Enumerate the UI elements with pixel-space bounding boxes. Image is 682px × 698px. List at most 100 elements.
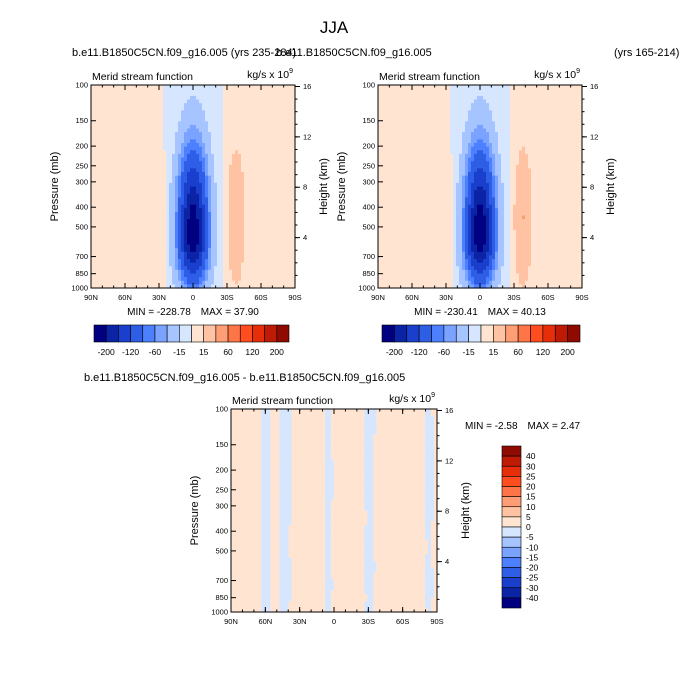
field-cell [163, 266, 167, 271]
field-cell [91, 85, 95, 90]
field-cell [112, 237, 116, 242]
field-cell [247, 124, 251, 130]
field-cell [214, 244, 218, 249]
field-cell [429, 182, 433, 188]
field-cell [411, 237, 415, 242]
field-cell [145, 244, 149, 249]
field-cell [220, 124, 224, 130]
field-cell [217, 190, 221, 195]
field-cell [390, 237, 394, 242]
field-cell [429, 248, 433, 253]
field-cell [387, 128, 391, 133]
field-cell [121, 262, 125, 267]
field-cell [253, 208, 257, 213]
field-cell [181, 99, 185, 104]
field-cell [411, 132, 415, 137]
field-cell [202, 284, 206, 289]
field-cell [417, 266, 421, 271]
field-cell [100, 211, 104, 217]
field-cell [408, 132, 412, 137]
field-cell [112, 95, 116, 101]
field-cell [100, 99, 104, 104]
field-cell [202, 179, 206, 184]
field-cell [256, 114, 260, 119]
field-cell [387, 157, 391, 162]
field-cell [256, 135, 260, 140]
field-cell [378, 259, 382, 264]
field-cell [399, 164, 403, 169]
field-cell [414, 132, 418, 137]
field-cell [112, 132, 116, 137]
field-cell [169, 262, 173, 267]
field-cell [256, 215, 260, 220]
field-cell [274, 280, 278, 285]
field-cell [94, 175, 98, 180]
field-cell [384, 186, 388, 191]
field-cell [124, 164, 128, 169]
field-cell [414, 164, 418, 169]
field-cell [202, 280, 206, 285]
field-cell [202, 103, 206, 108]
field-cell [396, 211, 400, 217]
field-cell [405, 161, 409, 166]
field-cell [157, 92, 161, 97]
field-cell [408, 124, 412, 130]
panel-2-field [378, 85, 583, 289]
field-cell [124, 117, 128, 122]
field-cell [184, 146, 188, 151]
field-cell [124, 121, 128, 126]
field-cell [178, 222, 182, 227]
field-cell [109, 157, 113, 162]
field-cell [145, 240, 149, 246]
field-cell [118, 186, 122, 191]
field-cell [390, 273, 394, 278]
field-cell [232, 186, 236, 191]
field-cell [262, 92, 266, 97]
field-cell [390, 284, 394, 289]
field-cell [97, 132, 101, 137]
field-cell [100, 208, 104, 213]
field-cell [115, 237, 119, 242]
field-cell [181, 88, 185, 93]
field-cell [402, 197, 406, 202]
field-cell [214, 208, 218, 213]
field-cell [91, 248, 95, 253]
field-cell [103, 277, 107, 282]
field-cell [247, 103, 251, 108]
field-cell [127, 204, 131, 209]
field-cell [112, 150, 116, 155]
field-cell [262, 284, 266, 289]
field-cell [280, 233, 284, 238]
field-cell [289, 157, 293, 162]
field-cell [420, 164, 424, 169]
panel-1-max-label: MAX = 37.90 [201, 307, 260, 318]
field-cell [423, 106, 427, 111]
field-cell [172, 135, 176, 140]
field-cell [274, 161, 278, 166]
field-cell [265, 197, 269, 202]
field-cell [238, 211, 242, 217]
field-cell [124, 153, 128, 159]
field-cell [381, 132, 385, 137]
field-cell [420, 215, 424, 220]
height-tick-label: 8 [303, 183, 307, 192]
field-cell [211, 233, 215, 238]
field-cell [205, 175, 209, 180]
field-cell [277, 95, 281, 101]
field-cell [187, 157, 191, 162]
field-cell [160, 103, 164, 108]
field-cell [280, 186, 284, 191]
field-cell [265, 219, 269, 224]
field-cell [142, 168, 146, 173]
field-cell [393, 146, 397, 151]
field-cell [187, 164, 191, 169]
field-cell [408, 182, 412, 188]
field-cell [172, 208, 176, 213]
field-cell [226, 124, 230, 130]
field-cell [408, 219, 412, 224]
field-cell [277, 248, 281, 253]
field-cell [124, 244, 128, 249]
field-cell [265, 124, 269, 130]
field-cell [387, 255, 391, 260]
field-cell [97, 153, 101, 159]
